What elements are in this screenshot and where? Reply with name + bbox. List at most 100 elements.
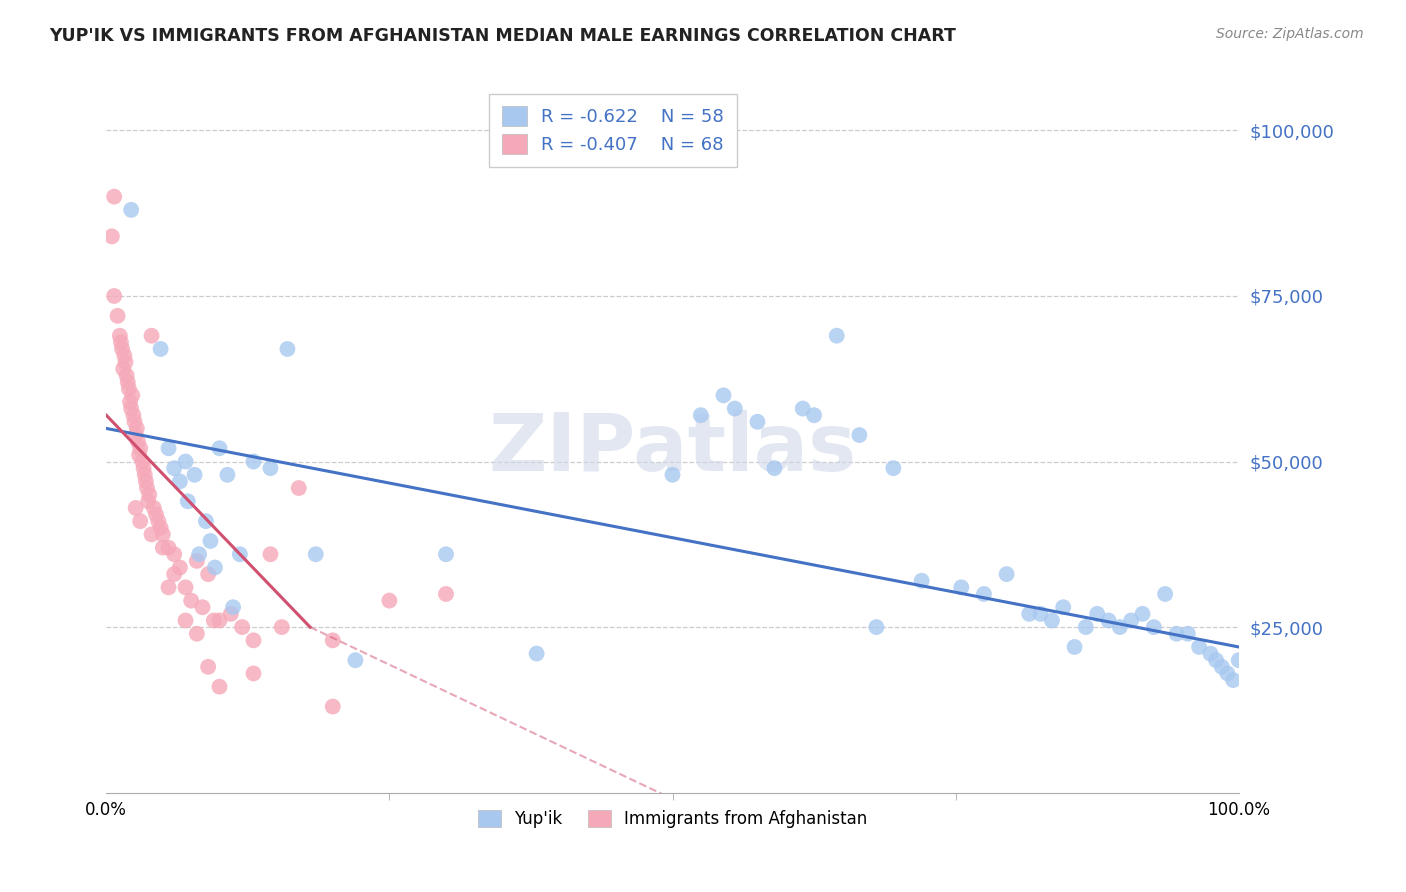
Point (259, 547, 281, 561)
Legend: Yup'ik, Immigrants from Afghanistan: Yup'ik, Immigrants from Afghanistan (471, 803, 875, 834)
Point (848, 428, 870, 442)
Point (1018, 607, 1040, 621)
Point (183, 467, 205, 482)
Point (222, 600, 245, 615)
Point (129, 442, 152, 456)
Point (121, 388, 143, 402)
Point (1188, 640, 1211, 654)
Point (180, 593, 202, 607)
Point (1154, 587, 1177, 601)
Point (378, 593, 401, 607)
Point (305, 547, 328, 561)
Point (434, 547, 457, 561)
Point (713, 388, 735, 402)
Point (1121, 614, 1143, 628)
Point (163, 547, 186, 561)
Point (169, 475, 191, 489)
Point (259, 461, 281, 475)
Point (322, 699, 344, 714)
Point (101, 229, 124, 244)
Point (135, 475, 157, 489)
Point (188, 547, 211, 561)
Point (103, 289, 125, 303)
Point (136, 481, 159, 495)
Point (111, 342, 134, 356)
Point (131, 454, 153, 468)
Point (114, 355, 136, 369)
Point (229, 547, 252, 561)
Point (1199, 647, 1222, 661)
Point (1085, 607, 1108, 621)
Point (152, 541, 174, 555)
Point (911, 574, 934, 588)
Point (118, 382, 141, 396)
Point (434, 587, 457, 601)
Point (1166, 626, 1188, 640)
Point (1029, 607, 1052, 621)
Text: YUP'IK VS IMMIGRANTS FROM AFGHANISTAN MEDIAN MALE EARNINGS CORRELATION CHART: YUP'IK VS IMMIGRANTS FROM AFGHANISTAN ME… (49, 27, 956, 45)
Point (163, 461, 186, 475)
Point (136, 494, 159, 508)
Point (194, 514, 217, 528)
Point (231, 620, 253, 634)
Point (792, 401, 814, 416)
Point (169, 560, 191, 574)
Point (724, 401, 747, 416)
Point (208, 442, 231, 456)
Point (1216, 666, 1239, 681)
Point (145, 508, 167, 522)
Point (276, 342, 298, 356)
Point (322, 633, 344, 648)
Point (152, 527, 174, 541)
Point (1132, 607, 1154, 621)
Point (174, 614, 197, 628)
Point (149, 342, 172, 356)
Point (115, 368, 138, 383)
Point (1205, 653, 1227, 667)
Point (689, 408, 711, 422)
Point (103, 189, 125, 203)
Point (177, 494, 200, 508)
Point (197, 660, 219, 674)
Point (120, 401, 142, 416)
Point (134, 467, 156, 482)
Point (148, 514, 170, 528)
Point (186, 626, 208, 640)
Point (204, 560, 226, 574)
Point (110, 335, 132, 350)
Point (122, 408, 145, 422)
Point (242, 454, 264, 468)
Point (197, 567, 219, 582)
Point (208, 680, 231, 694)
Point (149, 521, 172, 535)
Point (141, 527, 163, 541)
Text: ZIPatlas: ZIPatlas (488, 410, 856, 488)
Point (132, 461, 155, 475)
Point (174, 580, 197, 594)
Point (1177, 626, 1199, 640)
Point (142, 500, 165, 515)
Point (186, 554, 208, 568)
Point (1097, 614, 1119, 628)
Point (112, 361, 135, 376)
Text: Source: ZipAtlas.com: Source: ZipAtlas.com (1216, 27, 1364, 41)
Point (526, 647, 548, 661)
Point (803, 408, 825, 422)
Point (1222, 673, 1244, 687)
Point (112, 349, 135, 363)
Point (825, 328, 848, 343)
Point (208, 614, 231, 628)
Point (191, 600, 214, 615)
Point (157, 541, 180, 555)
Point (1040, 614, 1063, 628)
Point (1143, 620, 1166, 634)
Point (107, 309, 129, 323)
Point (125, 500, 148, 515)
Point (108, 328, 131, 343)
Point (661, 467, 683, 482)
Point (242, 666, 264, 681)
Point (1063, 640, 1085, 654)
Point (174, 454, 197, 468)
Point (1052, 600, 1074, 615)
Point (1211, 660, 1233, 674)
